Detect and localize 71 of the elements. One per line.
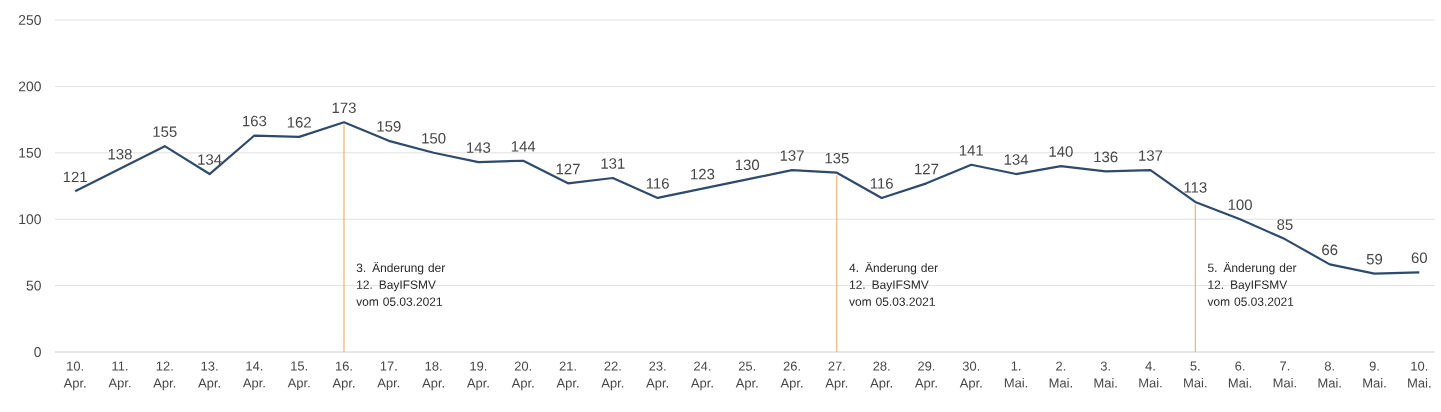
x-tick-label: 20. Apr. xyxy=(511,361,534,391)
x-tick-label: 3. Mai. xyxy=(1094,361,1117,388)
x-tick-label: 5. Mai. xyxy=(1184,361,1207,388)
x-tick-label: 15. Apr. xyxy=(287,361,310,391)
ref-line-label: 5. Änderung der 12. BayIFSMV vom 05.03.2021 xyxy=(1207,261,1297,306)
data-label: 159 xyxy=(377,121,401,132)
data-label: 123 xyxy=(691,168,715,180)
data-label: 155 xyxy=(153,126,177,137)
x-tick-label: 27. Apr. xyxy=(825,361,848,391)
x-tick-label: 25. Apr. xyxy=(735,361,758,391)
y-tick-label: 0 xyxy=(34,347,41,357)
x-tick-label: 21. Apr. xyxy=(556,361,579,391)
y-tick-label: 150 xyxy=(19,147,41,158)
x-tick-label: 7. Mai. xyxy=(1273,361,1296,388)
x-tick-label: 10. Apr. xyxy=(63,361,86,391)
ref-line-label: 4. Änderung der 12. BayIFSMV vom 05.03.2021 xyxy=(849,261,938,306)
x-tick-label: 29. Apr. xyxy=(914,361,937,391)
x-tick-label: 8. Mai. xyxy=(1318,361,1341,388)
x-tick-label: 30. Apr. xyxy=(959,361,982,391)
x-tick-label: 17. Apr. xyxy=(377,361,400,391)
data-label: 162 xyxy=(287,117,311,128)
data-label: 130 xyxy=(735,159,760,171)
y-tick-label: 100 xyxy=(19,214,41,225)
data-label: 150 xyxy=(422,133,446,144)
data-label: 131 xyxy=(601,158,625,169)
x-tick-label: 2. Mai. xyxy=(1049,361,1072,388)
y-tick-label: 50 xyxy=(26,280,41,291)
x-tick-label: 26. Apr. xyxy=(780,361,803,391)
x-tick-label: 10. Mai. xyxy=(1408,361,1431,388)
x-tick-label: 13. Apr. xyxy=(198,361,220,391)
data-label: 127 xyxy=(915,163,939,175)
data-label: 100 xyxy=(1228,199,1252,210)
x-tick-label: 16. Apr. xyxy=(332,361,355,391)
data-label: 173 xyxy=(332,102,356,114)
data-label: 140 xyxy=(1049,146,1073,157)
x-tick-label: 18. Apr. xyxy=(422,361,444,391)
data-label: 163 xyxy=(243,115,267,127)
data-label: 127 xyxy=(556,163,580,175)
data-label: 136 xyxy=(1094,151,1118,163)
x-tick-label: 12. Apr. xyxy=(153,361,176,391)
data-label: 85 xyxy=(1277,219,1293,230)
x-tick-label: 6. Mai. xyxy=(1228,361,1252,388)
data-label: 116 xyxy=(870,178,893,189)
x-tick-label: 23. Apr. xyxy=(646,361,668,391)
x-tick-label: 28. Apr. xyxy=(870,361,892,391)
x-tick-label: 24. Apr. xyxy=(690,361,713,391)
y-tick-label: 250 xyxy=(18,15,41,25)
x-tick-label: 1. Mai. xyxy=(1004,361,1028,388)
data-label: 116 xyxy=(646,178,669,189)
data-label: 135 xyxy=(825,152,849,164)
data-label: 121 xyxy=(63,171,87,183)
data-label: 137 xyxy=(780,150,804,161)
data-label: 144 xyxy=(511,141,536,152)
data-label: 141 xyxy=(959,145,983,156)
data-label: 143 xyxy=(467,142,491,153)
data-label: 59 xyxy=(1366,253,1383,265)
x-tick-label: 4. Mai. xyxy=(1139,361,1162,388)
x-tick-label: 14. Apr. xyxy=(242,361,265,391)
x-tick-label: 11. Apr. xyxy=(108,361,131,391)
ref-line-label: 3. Änderung der 12. BayIFSMV vom 05.03.2021 xyxy=(356,261,446,306)
data-label: 137 xyxy=(1139,150,1163,161)
x-tick-label: 19. Apr. xyxy=(466,361,489,391)
x-tick-label: 9. Mai. xyxy=(1363,361,1386,388)
y-tick-label: 200 xyxy=(18,81,41,92)
data-label: 138 xyxy=(108,148,132,160)
data-label: 134 xyxy=(198,154,222,165)
x-tick-label: 22. Apr. xyxy=(601,361,624,391)
data-label: 134 xyxy=(1004,154,1029,165)
data-label: 113 xyxy=(1184,182,1207,193)
data-label: 60 xyxy=(1411,252,1428,264)
data-label: 66 xyxy=(1322,244,1338,256)
